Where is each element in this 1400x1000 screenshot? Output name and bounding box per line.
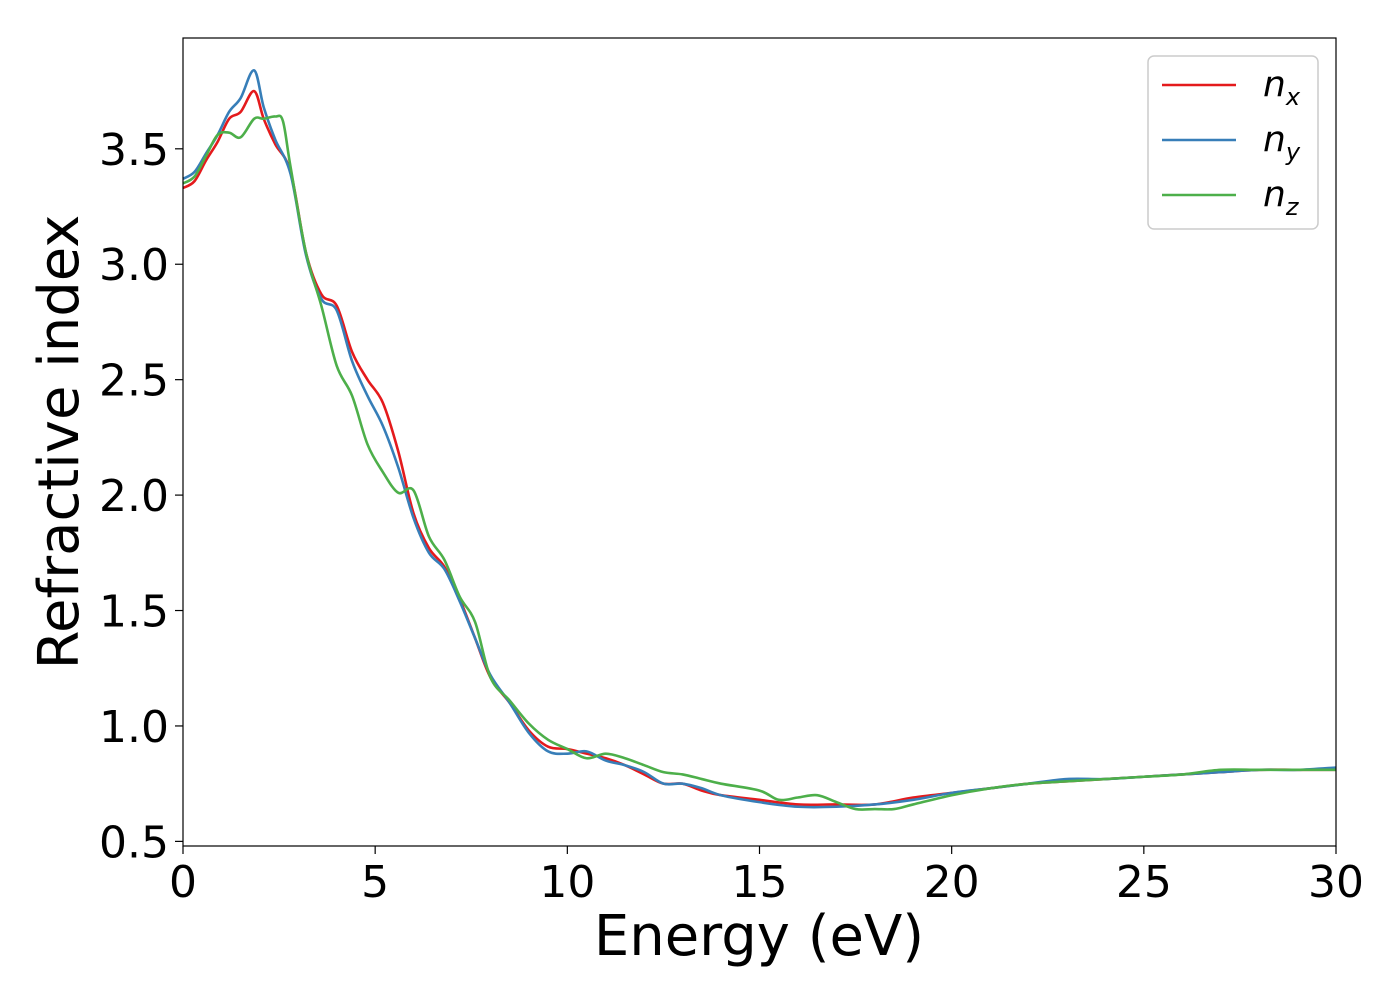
x-tick-label: 10 (539, 857, 595, 908)
y-tick-label: 2.0 (99, 471, 169, 522)
y-tick-label: 3.5 (99, 125, 169, 176)
series-layer (182, 69, 1337, 811)
legend-label-x: nx (1263, 64, 1301, 111)
x-tick-label: 25 (1116, 857, 1172, 908)
y-tick-label: 1.5 (99, 587, 169, 638)
series-line-z (182, 114, 1336, 811)
plot-background (183, 38, 1336, 846)
x-axis: 0 5 10 15 20 25 30 (169, 846, 1364, 908)
y-tick-label: 0.5 (99, 817, 169, 868)
x-axis-label: Energy (eV) (594, 904, 924, 969)
y-axis: 0.5 1.0 1.5 2.0 2.5 3.0 3.5 (99, 125, 183, 868)
y-tick-label: 3.0 (99, 240, 169, 291)
x-tick-label: 30 (1308, 857, 1364, 908)
x-tick-label: 0 (169, 857, 197, 908)
y-tick-label: 1.0 (99, 702, 169, 753)
legend-label-z: nz (1263, 174, 1300, 221)
legend: nx ny nz (1147, 55, 1319, 230)
y-axis-label: Refractive index (27, 215, 92, 670)
y-tick-label: 2.5 (99, 356, 169, 407)
legend-box (1147, 55, 1319, 230)
x-tick-label: 20 (924, 857, 980, 908)
legend-label-y: ny (1263, 119, 1301, 166)
x-tick-label: 5 (361, 857, 389, 908)
x-tick-label: 15 (732, 857, 788, 908)
